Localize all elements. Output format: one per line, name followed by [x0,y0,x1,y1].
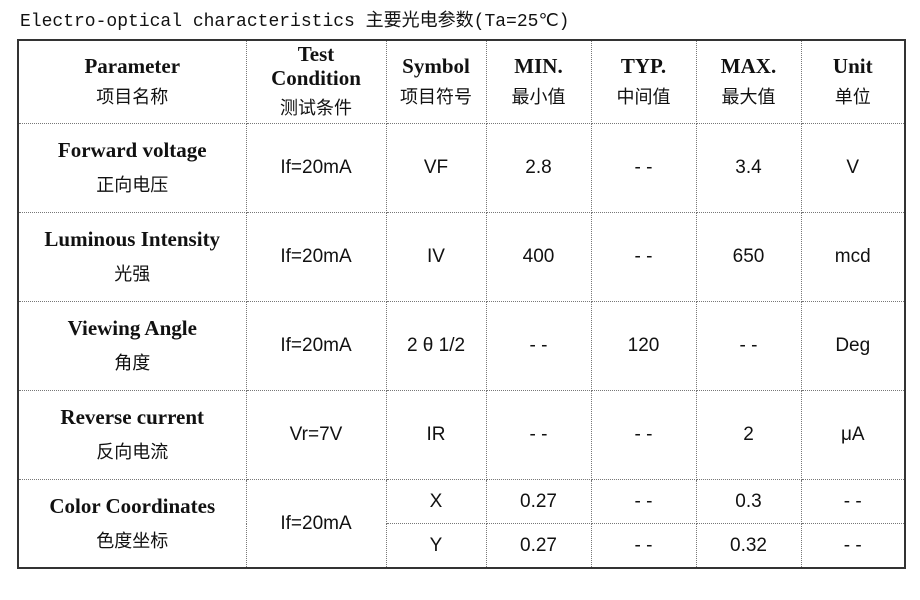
header-zh: 中间值 [616,87,671,108]
spec-table: Parameter 项目名称 Test Condition 测试条件 Symbol 项目符… [17,39,906,569]
parameter-cell: Color Coordinates 色度坐标 [17,479,247,569]
value-cell: V [800,123,906,213]
value-cell: X [385,479,487,524]
parameter-zh: 正向电压 [96,175,169,196]
value-cell: - - [590,123,697,213]
value-cell: - - [590,479,697,524]
value-cell: - - [590,390,697,480]
header-en: Parameter [84,54,181,78]
value-cell: 400 [485,212,592,302]
value-cell: 2.8 [485,123,592,213]
condition-cell: If=20mA [245,212,387,302]
header-en: MIN. [514,54,563,78]
row: Reverse current 反向电流 Vr=7V IR - -- -2 μA [17,390,906,480]
header-zh: 最大值 [721,87,776,108]
value-cell: - - [695,301,802,391]
parameter-en: Luminous Intensity [44,227,221,251]
value-cell: - - [800,523,906,569]
value-cell: - - [485,390,592,480]
header-cell: MIN. 最小值 [485,39,592,124]
parameter-en: Reverse current [60,405,205,429]
header-cell: MAX. 最大值 [695,39,802,124]
value-cell: 120 [590,301,697,391]
value-cell: 0.27 [485,479,592,524]
header-zh: 项目符号 [400,87,472,108]
value-cell: - - [800,479,906,524]
value-cell: 2 [695,390,802,480]
condition-cell: If=20mA [245,123,387,213]
title: Electro-optical characteristics 主要光电参数(T… [20,12,570,32]
parameter-cell: Luminous Intensity 光强 [17,212,247,302]
parameter-zh: 色度坐标 [96,530,169,552]
header-zh: 最小值 [511,87,566,108]
header-cell: Test Condition 测试条件 [245,39,387,124]
parameter-cell: Viewing Angle 角度 [17,301,247,391]
header-cell: Symbol 项目符号 [385,39,487,124]
row: Color Coordinates 色度坐标 If=20mA X 0.27- -0.3-… [17,479,906,569]
value-cell: 3.4 [695,123,802,213]
header-zh: 测试条件 [280,98,352,119]
parameter-cell: Reverse current 反向电流 [17,390,247,480]
parameter-zh: 角度 [114,353,151,374]
row: Y 0.27- -0.32- - [18,523,906,569]
header-zh: 单位 [834,87,871,108]
parameter-en: Color Coordinates [49,493,216,518]
header-cell: Parameter 项目名称 [17,39,247,124]
header-en: Unit [832,54,873,78]
value-cell: - - [590,523,697,569]
parameter-zh: 光强 [114,264,151,285]
header-en: MAX. [720,54,777,78]
header-zh: 项目名称 [96,87,169,108]
value-cell: Deg [800,301,906,391]
condition-cell: If=20mA [245,301,387,391]
value-cell: 650 [695,212,802,302]
header-en: Test Condition [271,42,361,90]
header-row: Parameter 项目名称 Test Condition 测试条件 Symbol 项目符… [17,39,906,124]
row: Luminous Intensity 光强 If=20mA IV 400- -650 mc… [17,212,906,302]
value-cell: μA [800,390,906,480]
value-cell: 0.32 [695,523,802,569]
value-cell: 0.3 [695,479,802,524]
parameter-en: Viewing Angle [67,316,197,340]
condition-cell: If=20mA [245,479,387,569]
parameter-en: Forward voltage [57,138,207,162]
header-cell: Unit 单位 [800,39,906,124]
parameter-cell: Forward voltage 正向电压 [17,123,247,213]
value-cell: IV [385,212,487,302]
value-cell: mcd [800,212,906,302]
value-cell: VF [385,123,487,213]
value-cell: - - [485,301,592,391]
row: Viewing Angle 角度 If=20mA 2 θ 1/2- -120- - De… [17,301,906,391]
condition-cell: Vr=7V [245,390,387,480]
header-cell: TYP. 中间值 [590,39,697,124]
value-cell: 0.27 [485,523,592,569]
value-cell: - - [590,212,697,302]
value-cell: 2 θ 1/2 [385,301,487,391]
parameter-zh: 反向电流 [96,442,169,463]
value-cell: Y [385,523,487,569]
header-en: Symbol [402,54,470,78]
row: Forward voltage 正向电压 If=20mA VF 2.8- -3.4 V [17,123,906,213]
value-cell: IR [385,390,487,480]
header-en: TYP. [620,54,667,78]
